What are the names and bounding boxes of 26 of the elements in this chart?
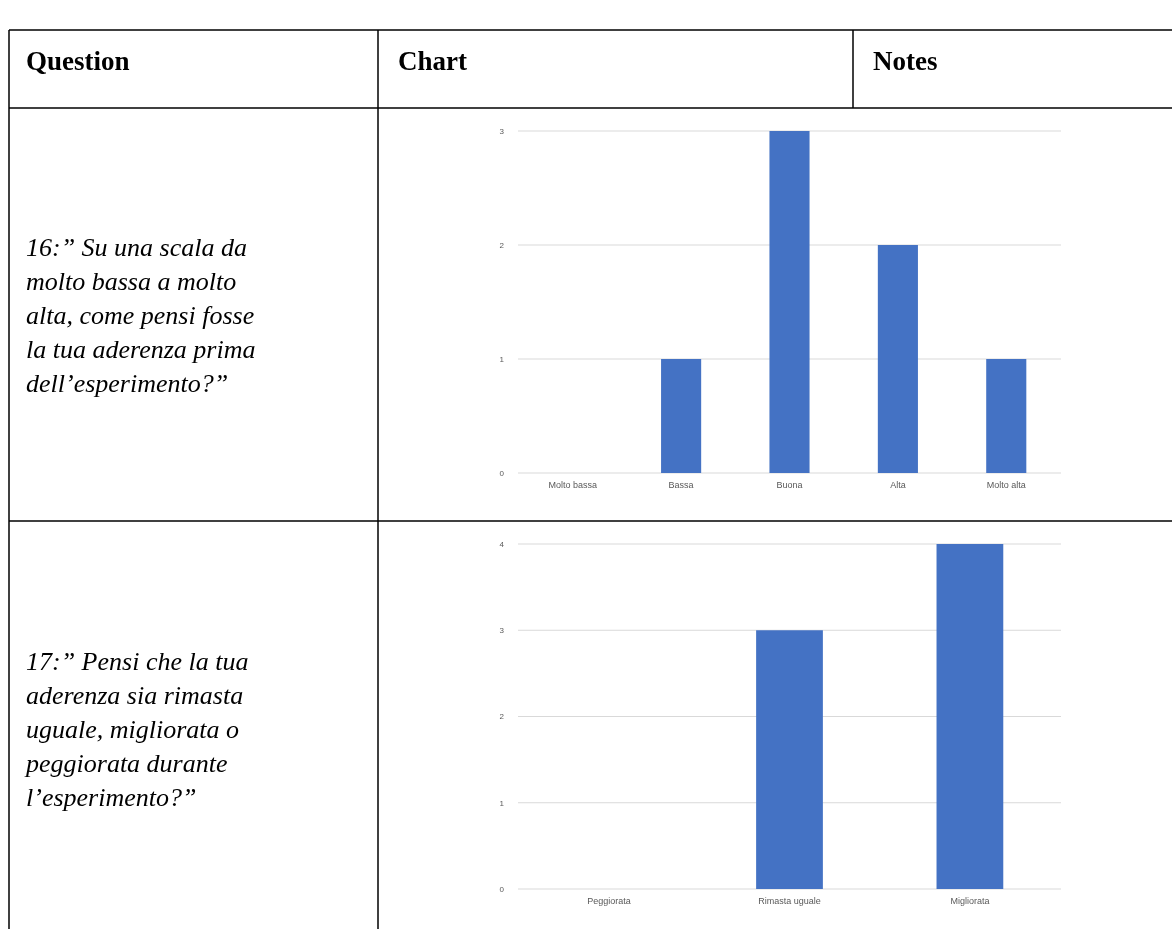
y-tick-label: 4: [499, 539, 505, 549]
bar: [769, 131, 810, 473]
x-tick-label: Rimasta uguale: [758, 896, 821, 906]
x-tick-label: Bassa: [668, 480, 694, 490]
bar: [877, 245, 918, 473]
bar: [661, 359, 702, 473]
x-tick-label: Peggiorata: [587, 896, 631, 906]
x-tick-label: Molto alta: [986, 480, 1026, 490]
text: 16:” Su una scala da molto bassa a molto alta, come pensi fosse la tua aderenza prima dell’esperimento?”: [26, 232, 256, 398]
y-tick-label: 0: [499, 884, 505, 894]
y-tick-label: 3: [499, 626, 505, 636]
x-tick-label: Migliorata: [950, 896, 990, 906]
y-tick-label: 2: [499, 712, 505, 722]
y-tick-label: 2: [499, 240, 505, 250]
y-tick-label: 1: [499, 354, 505, 364]
x-tick-label: Alta: [890, 480, 906, 490]
bar: [986, 359, 1027, 473]
text: 17:” Pensi che la tua aderenza sia rimasta uguale, migliorata o peggiorata durante l’esperimento?”: [24, 647, 249, 812]
y-tick-label: 0: [499, 468, 505, 478]
x-tick-label: Molto bassa: [548, 480, 597, 490]
text: Notes: [873, 46, 938, 76]
text: Question: [26, 46, 130, 76]
text: Chart: [398, 46, 467, 76]
y-tick-label: 3: [499, 126, 505, 136]
y-tick-label: 1: [499, 798, 505, 808]
x-tick-label: Buona: [776, 480, 803, 490]
